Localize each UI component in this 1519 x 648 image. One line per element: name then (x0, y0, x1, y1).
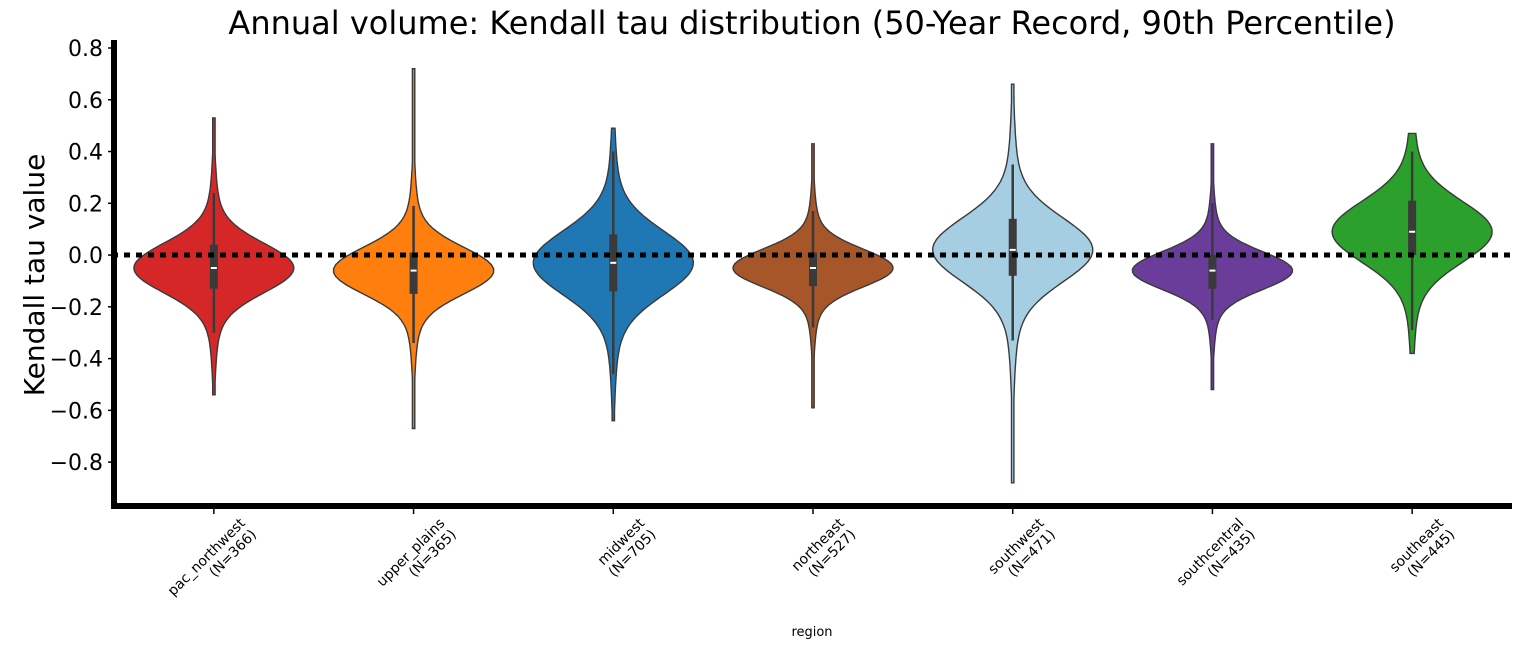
y-tick-label: 0.4 (68, 141, 103, 166)
x-tick-label-upper_plains: upper_plains(N=365) (374, 516, 460, 591)
y-tick-label: −0.6 (50, 399, 103, 424)
x-axis-label: region (791, 625, 832, 640)
iqr-box-southwest (1008, 218, 1017, 276)
y-axis-label: Kendall tau value (18, 154, 51, 397)
x-tick-label-southeast: southeast(N=445) (1387, 515, 1458, 580)
x-tick-label-pac_northwest: pac_northwest(N=366) (165, 515, 260, 599)
violins-group (133, 68, 1493, 484)
y-tick-label: 0.2 (68, 192, 103, 217)
y-tick-label: −0.4 (50, 348, 103, 373)
x-tick-label-midwest: midwest(N=705) (595, 515, 660, 580)
iqr-box-southeast (1408, 200, 1417, 256)
iqr-box-northeast (809, 252, 817, 287)
x-tick-label-southcentral: southcentral(N=435) (1174, 516, 1259, 590)
y-tick-label: −0.2 (50, 296, 103, 321)
y-tick-label: −0.8 (50, 451, 103, 476)
y-tick-label: 0.0 (68, 244, 103, 269)
x-axis-ticks: pac_northwest(N=366) upper_plains(N=365) m… (165, 509, 1458, 599)
x-tick-label-southwest: southwest(N=471) (985, 515, 1059, 580)
iqr-box-southcentral (1208, 255, 1217, 289)
y-tick-label: 0.6 (68, 89, 103, 114)
iqr-box-upper_plains (409, 252, 418, 294)
chart-title: Annual volume: Kendall tau distribution … (228, 4, 1395, 42)
y-axis-ticks: 0.8 0.6 0.4 0.2 0.0 −0.2 −0.4 −0.6 −0.8 (50, 37, 114, 476)
x-tick-label-northeast: northeast(N=527) (789, 515, 859, 580)
y-tick-label: 0.8 (68, 37, 103, 62)
iqr-box-pac_northwest (209, 244, 218, 289)
